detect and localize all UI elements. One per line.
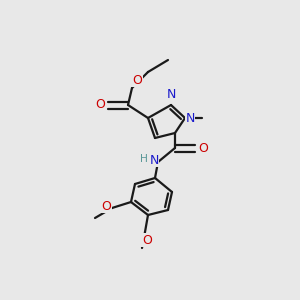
Text: O: O [101,200,111,212]
Text: O: O [132,74,142,86]
Text: N: N [149,154,159,166]
Text: O: O [198,142,208,154]
Text: H: H [140,154,148,164]
Text: N: N [166,88,176,101]
Text: O: O [142,233,152,247]
Text: N: N [185,112,195,124]
Text: O: O [95,98,105,112]
